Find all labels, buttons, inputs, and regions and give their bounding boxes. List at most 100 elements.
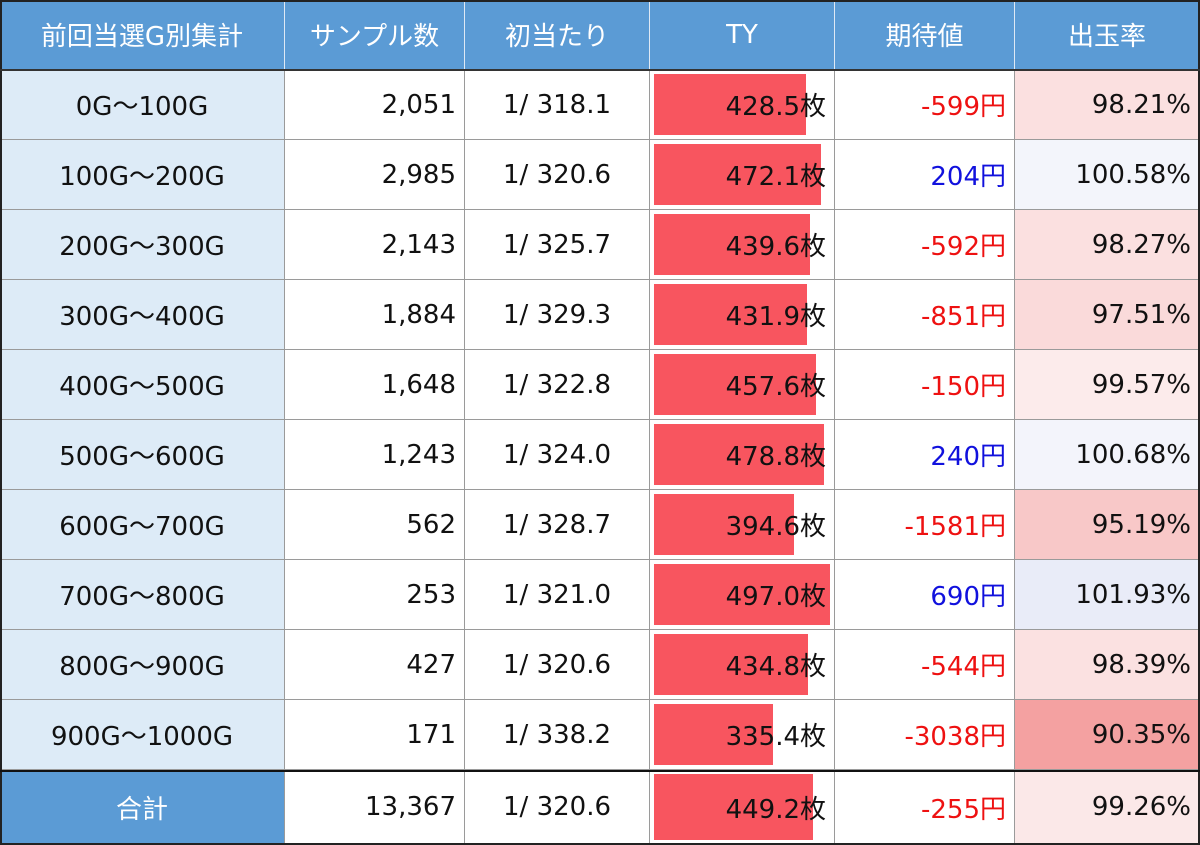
data-cell: 1/ 318.1: [465, 70, 650, 140]
cell-text: 1/ 329.3: [503, 299, 611, 330]
cell-text: 428.5枚: [725, 92, 826, 122]
row-label: 800G～900G: [0, 630, 285, 700]
data-cell: 1/ 322.8: [465, 350, 650, 420]
row-label: 200G～300G: [0, 210, 285, 280]
cell-text: 90.35%: [1091, 719, 1191, 750]
cell-text: 2,143: [381, 229, 456, 260]
data-cell: 690円: [835, 560, 1015, 630]
data-bar: [654, 774, 814, 840]
cell-text: 427: [406, 649, 456, 680]
cell-text: -255円: [920, 794, 1006, 825]
cell-text: -1581円: [904, 512, 1006, 542]
cell-text: 1/ 320.6: [503, 792, 611, 822]
row-label: 400G～500G: [0, 350, 285, 420]
data-cell: 98.39%: [1015, 630, 1200, 700]
cell-text: -544円: [920, 652, 1006, 682]
header-cell: 前回当選G別集計: [0, 0, 285, 70]
row-label: 900G～1000G: [0, 700, 285, 770]
cell-text: 562: [406, 509, 456, 540]
row-label: 700G～800G: [0, 560, 285, 630]
cell-text: -150円: [920, 372, 1006, 402]
data-cell: 98.21%: [1015, 70, 1200, 140]
cell-text: 98.21%: [1091, 89, 1191, 120]
data-cell: 98.27%: [1015, 210, 1200, 280]
cell-text: 13,367: [365, 792, 456, 822]
cell-text: サンプル数: [309, 22, 440, 52]
cell-text: 97.51%: [1091, 299, 1191, 330]
data-cell: 2,051: [285, 70, 465, 140]
data-cell: 100.68%: [1015, 420, 1200, 490]
data-cell: 99.26%: [1015, 770, 1200, 845]
row-label: 300G～400G: [0, 280, 285, 350]
data-cell: 478.8枚: [650, 420, 835, 490]
data-bar: [654, 494, 794, 555]
cell-text: 171: [406, 719, 456, 750]
data-bar: [654, 284, 807, 345]
cell-text: 2,985: [381, 159, 456, 190]
data-cell: -544円: [835, 630, 1015, 700]
cell-text: 1/ 320.6: [503, 649, 611, 680]
cell-text: 1/ 328.7: [503, 509, 611, 540]
cell-text: 1,648: [381, 369, 456, 400]
cell-text: 335.4枚: [725, 722, 826, 752]
data-bar: [654, 144, 822, 205]
cell-text: 204円: [930, 162, 1006, 192]
cell-text: 478.8枚: [725, 442, 826, 472]
data-cell: 439.6枚: [650, 210, 835, 280]
cell-text: 1,884: [381, 299, 456, 330]
cell-text: 439.6枚: [725, 232, 826, 262]
data-cell: 99.57%: [1015, 350, 1200, 420]
data-cell: 171: [285, 700, 465, 770]
cell-text: 457.6枚: [725, 372, 826, 402]
data-cell: 1/ 324.0: [465, 420, 650, 490]
cell-text: 2,051: [381, 89, 456, 120]
cell-text: 400G～500G: [59, 372, 225, 402]
cell-text: 0G～100G: [75, 92, 209, 122]
cell-text: 100.58%: [1075, 159, 1191, 190]
data-cell: -150円: [835, 350, 1015, 420]
data-cell: 97.51%: [1015, 280, 1200, 350]
cell-text: -592円: [920, 232, 1006, 262]
data-cell: 1/ 338.2: [465, 700, 650, 770]
cell-text: 合計: [115, 794, 168, 825]
cell-text: 前回当選G別集計: [40, 22, 244, 52]
cell-text: 出玉率: [1067, 22, 1146, 52]
data-cell: 394.6枚: [650, 490, 835, 560]
cell-text: 394.6枚: [725, 512, 826, 542]
data-cell: 2,985: [285, 140, 465, 210]
cell-text: 98.27%: [1091, 229, 1191, 260]
data-cell: 1/ 320.6: [465, 630, 650, 700]
data-cell: 2,143: [285, 210, 465, 280]
data-cell: 1/ 320.6: [465, 140, 650, 210]
cell-text: 1/ 322.8: [503, 369, 611, 400]
cell-text: 1/ 318.1: [503, 89, 611, 120]
data-cell: 1/ 320.6: [465, 770, 650, 845]
data-cell: 497.0枚: [650, 560, 835, 630]
cell-text: 101.93%: [1075, 579, 1191, 610]
data-cell: 562: [285, 490, 465, 560]
cell-text: 700G～800G: [59, 582, 225, 612]
data-cell: 335.4枚: [650, 700, 835, 770]
header-cell: サンプル数: [285, 0, 465, 70]
cell-text: 434.8枚: [725, 652, 826, 682]
cell-text: 100.68%: [1075, 439, 1191, 470]
data-cell: 427: [285, 630, 465, 700]
cell-text: 99.26%: [1091, 792, 1191, 822]
cell-text: -851円: [920, 302, 1006, 332]
cell-text: 690円: [930, 582, 1006, 612]
cell-text: 200G～300G: [59, 232, 225, 262]
cell-text: 1/ 320.6: [503, 159, 611, 190]
cell-text: 472.1枚: [725, 162, 826, 192]
data-cell: 1,648: [285, 350, 465, 420]
data-cell: 1,243: [285, 420, 465, 490]
data-bar: [654, 564, 830, 625]
data-cell: 431.9枚: [650, 280, 835, 350]
data-cell: 101.93%: [1015, 560, 1200, 630]
data-cell: 457.6枚: [650, 350, 835, 420]
cell-text: -599円: [920, 92, 1006, 122]
header-cell: 出玉率: [1015, 0, 1200, 70]
data-bar: [654, 424, 824, 485]
data-cell: -599円: [835, 70, 1015, 140]
cell-text: 98.39%: [1091, 649, 1191, 680]
cell-text: 99.57%: [1091, 369, 1191, 400]
